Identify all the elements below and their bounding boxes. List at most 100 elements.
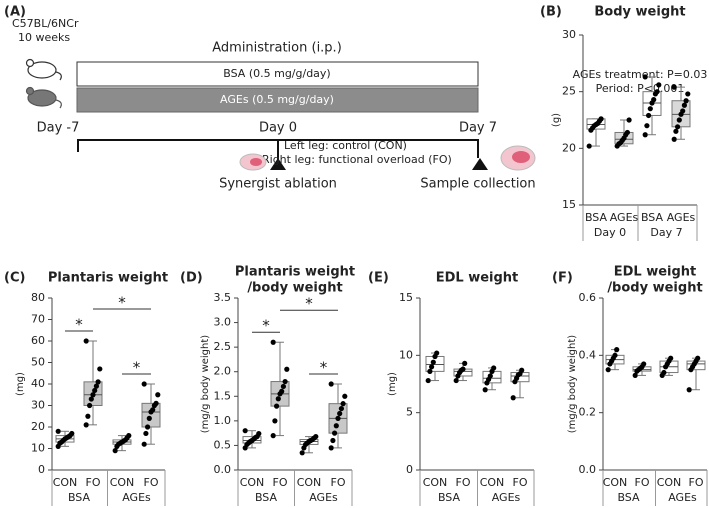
data-point	[673, 128, 679, 134]
data-point	[313, 433, 319, 440]
y-tick-label: 20	[31, 420, 45, 433]
day-label: Day -7	[37, 121, 80, 136]
chart-title: EDL weight	[614, 265, 697, 280]
data-point	[680, 108, 686, 114]
x-tick-label: CON	[53, 476, 78, 489]
data-point	[605, 367, 611, 373]
data-point	[656, 82, 662, 88]
y-tick-label: 80	[31, 291, 45, 304]
ages-bar-label: AGEs (0.5 mg/g/day)	[220, 93, 334, 106]
data-point	[429, 364, 435, 370]
x-tick-label: CON	[297, 476, 322, 489]
chart-title: Plantaris weight	[48, 271, 168, 286]
data-point	[95, 379, 101, 385]
data-point	[586, 143, 592, 149]
data-point	[632, 372, 638, 378]
data-point	[335, 415, 341, 421]
data-point	[270, 339, 276, 345]
panel-a: (A) C57BL/6NCr 10 weeks Administration (…	[4, 5, 536, 192]
x-tick-label: CON	[423, 476, 448, 489]
bsa-bar	[76, 61, 479, 87]
x-tick-label: FO	[689, 476, 704, 489]
x-tick-label: FO	[86, 476, 101, 489]
panel-label: (D)	[180, 271, 203, 286]
significance-label: *	[305, 295, 313, 313]
x-tick-label: FO	[456, 476, 471, 489]
data-point	[337, 410, 343, 417]
annotation: AGEs treatment: P=0.03	[573, 68, 708, 81]
ages-bar	[76, 87, 479, 113]
data-point	[675, 124, 681, 130]
group-label: AGEs	[122, 491, 151, 504]
y-tick-label: 30	[31, 399, 45, 412]
data-point	[642, 132, 648, 138]
data-point	[69, 430, 75, 437]
muscle-icon	[500, 145, 536, 171]
y-tick-label: 0.5	[214, 438, 232, 451]
y-tick-label: 1.5	[214, 389, 232, 402]
group-label: Day 0	[594, 226, 626, 239]
data-point	[654, 89, 660, 95]
data-point	[340, 401, 346, 407]
bsa-bar-label: BSA (0.5 mg/g/day)	[223, 67, 330, 80]
data-point	[647, 106, 653, 112]
data-point	[644, 123, 650, 129]
data-point	[460, 366, 466, 372]
y-tick-label: 25	[562, 85, 576, 98]
x-tick-label: FO	[331, 476, 346, 489]
data-point	[256, 431, 262, 437]
y-tick-label: 60	[31, 334, 45, 347]
data-point	[425, 377, 431, 384]
data-point	[510, 395, 516, 401]
x-tick-label: CON	[657, 476, 682, 489]
day-label: Day 7	[459, 121, 497, 136]
y-tick-label: 1.0	[214, 414, 232, 427]
data-point	[97, 366, 103, 372]
data-point	[519, 367, 525, 373]
y-tick-label: 40	[31, 377, 45, 390]
panel: (E) EDL weight (mg) 0 5 10 15 CON FO CON FO BSA AGEs	[368, 271, 535, 506]
data-point	[330, 437, 336, 444]
data-point	[612, 352, 618, 358]
data-point	[299, 450, 305, 456]
data-point	[93, 383, 99, 389]
chart-title: Body weight	[594, 5, 685, 20]
arrow-marker	[270, 158, 286, 170]
group-label: AGEs	[309, 491, 338, 504]
data-point	[83, 338, 89, 344]
y-tick-label: 0.6	[579, 291, 597, 304]
y-tick-label: 3.0	[214, 316, 232, 329]
data-point	[671, 136, 677, 142]
data-point	[282, 378, 288, 385]
data-point	[434, 350, 440, 356]
data-point	[598, 116, 604, 122]
data-point	[338, 405, 344, 412]
data-point	[651, 97, 657, 103]
data-point	[112, 448, 118, 454]
panel-label: (B)	[540, 5, 562, 20]
y-tick-label: 0.2	[579, 406, 597, 419]
mouse-icon	[25, 86, 62, 109]
arrow-marker	[472, 158, 488, 170]
y-tick-label: 0	[38, 463, 45, 476]
timeline	[77, 139, 479, 160]
x-tick-label: AGEs	[610, 211, 639, 224]
data-point	[280, 383, 286, 390]
group-label: BSA	[68, 491, 91, 504]
panel: (C) Plantaris weight (mg) 0 10 20 30 40 50 60 70 80…	[4, 271, 168, 506]
chart-title: /body weight	[607, 281, 702, 296]
data-point	[155, 392, 161, 398]
leg-icon	[239, 153, 267, 171]
box	[141, 402, 161, 428]
panel-label: (F)	[552, 271, 573, 286]
data-point	[242, 428, 248, 434]
y-tick-label: 15	[399, 291, 413, 304]
data-point	[332, 430, 338, 436]
mouse-icon	[25, 58, 62, 81]
data-point	[87, 402, 93, 409]
sampling: Sample collection	[420, 177, 535, 192]
strain: C57BL/6NCr	[12, 17, 79, 30]
data-point	[141, 381, 147, 387]
surgery: Synergist ablation	[219, 177, 337, 192]
data-point	[333, 423, 339, 429]
